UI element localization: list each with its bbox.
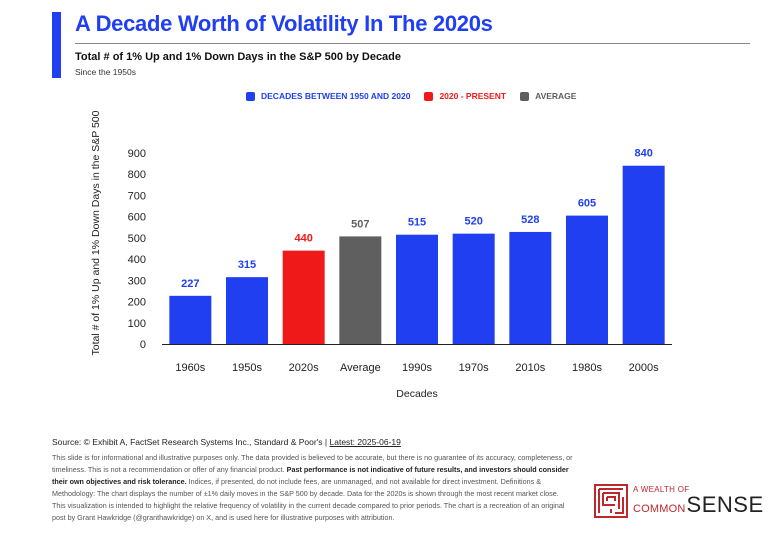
latest-date-link[interactable]: Latest: 2025-06-19 — [329, 437, 401, 447]
legend-label-historical: DECADES BETWEEN 1950 AND 2020 — [261, 91, 411, 101]
disclaimer-text-1: This slide is for informational and illu… — [52, 453, 573, 474]
title-divider — [75, 43, 750, 44]
value-label-1970s: 520 — [464, 216, 482, 228]
y-axis-ticks: 0 100 200 300 400 500 600 700 800 900 — [128, 148, 146, 351]
maze-logo-icon — [594, 484, 628, 518]
logo-common-text: COMMON — [633, 503, 686, 515]
y-tick-label-800: 800 — [128, 169, 146, 181]
legend-swatch-current — [424, 91, 434, 101]
source-line: Source: © Exhibit A, FactSet Research Sy… — [52, 437, 401, 447]
chart-bars — [169, 165, 665, 344]
y-tick-label-0: 0 — [140, 339, 146, 351]
chart-subtitle: Total # of 1% Up and 1% Down Days in the… — [75, 51, 402, 63]
chart-category-labels: 1960s 1950s 2020s Average 1990s 1970s 2010s 198… — [175, 362, 659, 374]
value-label-1990s: 515 — [408, 217, 426, 229]
category-label-1950s: 1950s — [232, 362, 262, 374]
disclaimer-text-2: Indices, if presented, do not include fe… — [52, 477, 565, 522]
y-axis-title: Total # of 1% Up and 1% Down Days in the… — [90, 110, 102, 355]
value-label-2020s: 440 — [294, 233, 312, 245]
value-label-1960s: 227 — [181, 278, 199, 290]
chart-legend: DECADES BETWEEN 1950 AND 2020 2020 - PRE… — [246, 91, 576, 101]
y-tick-label-900: 900 — [128, 148, 146, 160]
page-title: A Decade Worth of Volatility In The 2020… — [75, 11, 493, 36]
y-tick-label-700: 700 — [128, 190, 146, 202]
value-label-1950s: 315 — [238, 259, 256, 271]
disclaimer-bold: Past performance is not indicative of fu… — [52, 465, 569, 486]
y-tick-label-200: 200 — [128, 297, 146, 309]
bar-1990s — [396, 234, 438, 344]
x-axis-title: Decades — [396, 388, 437, 400]
bar-chart: 0 100 200 300 400 500 600 700 800 900 227 315 440 50… — [90, 110, 672, 400]
legend-label-current: 2020 - PRESENT — [439, 91, 507, 101]
category-label-1980s: 1980s — [572, 362, 602, 374]
legend-swatch-historical — [246, 91, 255, 101]
bar-2010s — [509, 231, 552, 344]
value-label-1980s: 605 — [578, 198, 596, 210]
bar-1960s — [169, 295, 212, 344]
bar-2000s — [622, 165, 665, 344]
bar-2020s — [282, 250, 325, 344]
bar-average — [339, 236, 382, 344]
logo-small-text: A WEALTH OF — [633, 485, 690, 494]
value-label-average: 507 — [351, 218, 369, 230]
logo-wordmark: A WEALTH OF COMMON SENSE — [633, 486, 764, 516]
category-label-2010s: 2010s — [515, 362, 545, 374]
y-tick-label-100: 100 — [128, 318, 146, 330]
bar-1970s — [452, 233, 495, 344]
title-accent-bar — [52, 12, 61, 78]
source-text: Source: © Exhibit A, FactSet Research Sy… — [52, 437, 328, 447]
chart-since-note: Since the 1950s — [75, 67, 136, 77]
legend-item-average: AVERAGE — [520, 91, 576, 101]
category-label-2000s: 2000s — [629, 362, 659, 374]
logo-sense-text: SENSE — [686, 492, 764, 517]
legend-item-historical: DECADES BETWEEN 1950 AND 2020 — [246, 91, 410, 101]
y-tick-label-600: 600 — [128, 212, 146, 224]
category-label-1960s: 1960s — [175, 362, 205, 374]
brand-logo: A WEALTH OF COMMON SENSE — [594, 484, 764, 518]
y-tick-label-500: 500 — [128, 233, 146, 245]
legend-swatch-average — [520, 91, 530, 101]
category-label-1990s: 1990s — [402, 362, 432, 374]
disclaimer: This slide is for informational and illu… — [52, 452, 574, 524]
bar-1950s — [226, 277, 268, 344]
legend-item-current: 2020 - PRESENT — [424, 91, 506, 101]
chart-value-labels: 227 315 440 507 515 520 528 605 840 — [181, 148, 653, 290]
value-label-2010s: 528 — [521, 214, 539, 226]
category-label-average: Average — [340, 362, 381, 374]
legend-label-average: AVERAGE — [535, 91, 577, 101]
category-label-2020s: 2020s — [289, 362, 319, 374]
y-tick-label-300: 300 — [128, 275, 146, 287]
bar-1980s — [566, 215, 608, 344]
value-label-2000s: 840 — [634, 148, 652, 160]
category-label-1970s: 1970s — [459, 362, 489, 374]
y-tick-label-400: 400 — [128, 254, 146, 266]
